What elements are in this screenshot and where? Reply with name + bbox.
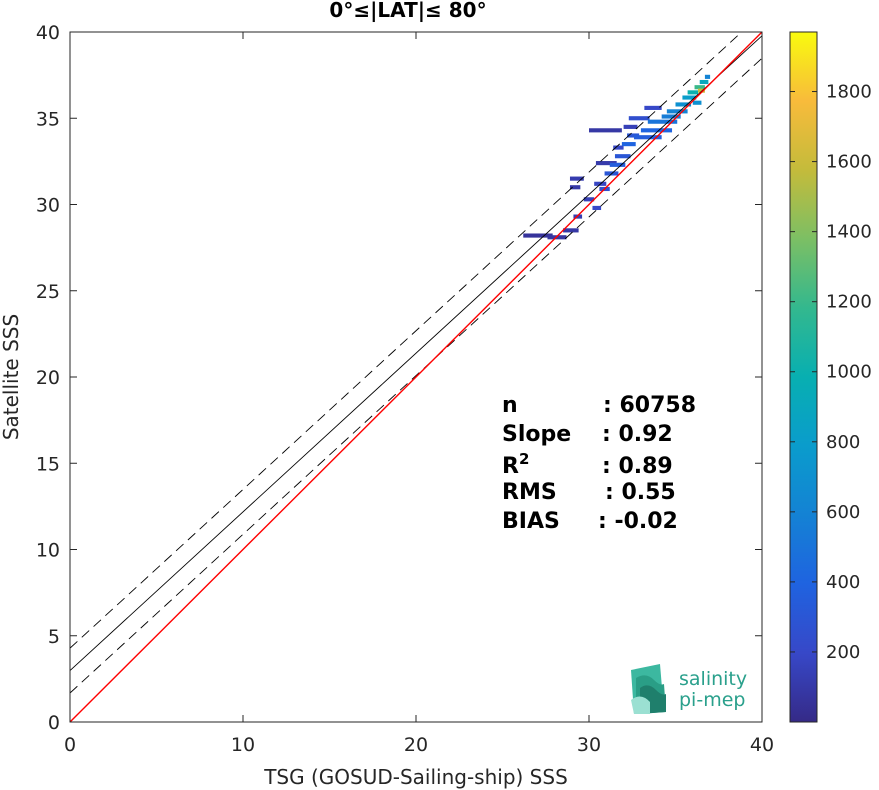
density-cell (583, 197, 595, 202)
identity-line (70, 32, 762, 722)
density-cell (704, 74, 711, 79)
y-tick-label: 0 (48, 712, 60, 734)
colorbar-tick-label: 200 (826, 642, 860, 663)
density-cell (692, 100, 702, 105)
y-tick-label: 30 (36, 195, 60, 217)
colorbar-ticks: 200 400 600 800 1000 1200 1400 1600 1800 (790, 82, 872, 663)
waves-logo-icon (631, 664, 666, 714)
density-cell (687, 90, 698, 95)
density-cell (569, 176, 584, 181)
x-tick-label: 0 (64, 734, 76, 756)
colorbar-tick-label: 1000 (826, 362, 872, 383)
density-cell (647, 119, 678, 124)
salinity-pi-mep-logo: salinity pi-mep (631, 664, 747, 714)
density-cell (694, 85, 705, 90)
stat-label: BIAS (502, 509, 560, 534)
density-cell (563, 228, 579, 233)
y-tick-label: 10 (36, 540, 60, 562)
density-cell (697, 88, 705, 93)
stat-value: : 0.55 (605, 480, 676, 505)
regression-line (70, 35, 762, 671)
density-cell (666, 109, 688, 114)
stat-value: : 0.89 (602, 454, 673, 479)
colorbar-tick-label: 800 (826, 432, 860, 453)
density-cell (613, 145, 624, 150)
stat-value: : 0.92 (602, 422, 673, 447)
lower-bound-line (70, 57, 762, 694)
y-tick-label: 40 (36, 22, 60, 44)
logo-line-2: pi-mep (679, 689, 745, 711)
stat-label: Slope (502, 422, 571, 447)
colorbar-tick-label: 1200 (826, 292, 872, 313)
density-cell (592, 205, 602, 211)
density-cell (699, 79, 709, 85)
colorbar-tick-label: 1600 (826, 152, 872, 173)
y-axis-label: Satellite SSS (0, 314, 23, 440)
chart-title: 0°≤|LAT|≤ 80° (329, 0, 486, 22)
density-cell (569, 185, 581, 190)
colorbar (789, 31, 818, 723)
colorbar-tick-label: 1800 (826, 82, 872, 103)
x-tick-label: 40 (750, 734, 774, 756)
density-cell (595, 161, 617, 166)
axis-tick-labels: 0 10 20 30 40 0 5 10 15 20 25 30 35 40 (36, 22, 774, 756)
density-cell (640, 128, 673, 133)
density-cell (523, 233, 553, 238)
density-cell (589, 128, 622, 133)
logo-line-1: salinity (679, 668, 747, 690)
density-cell (609, 162, 626, 167)
reference-lines (70, 32, 762, 722)
density-cell (661, 114, 681, 119)
y-tick-label: 5 (48, 626, 60, 648)
y-tick-label: 35 (36, 108, 60, 130)
y-tick-label: 25 (36, 281, 60, 303)
axis-ticks (69, 31, 763, 723)
density-cell (614, 154, 631, 159)
density-cell (633, 135, 662, 140)
upper-bound-line (70, 32, 743, 649)
density-cell (627, 133, 640, 138)
density-cell (623, 124, 638, 129)
x-tick-label: 10 (231, 734, 255, 756)
stat-value: : -0.02 (598, 509, 678, 534)
y-tick-label: 15 (36, 453, 60, 475)
density-cells (523, 74, 711, 240)
y-tick-label: 20 (36, 367, 60, 389)
density-cell (644, 105, 662, 110)
colorbar-tick-label: 400 (826, 572, 860, 593)
x-tick-label: 20 (404, 734, 428, 756)
stat-label: n (502, 393, 518, 418)
density-cell (621, 142, 636, 147)
stat-label: RMS (502, 480, 557, 505)
density-cell (675, 102, 692, 107)
colorbar-tick-label: 600 (826, 502, 860, 523)
stat-value: : 60758 (603, 393, 696, 418)
x-axis-label: TSG (GOSUD-Sailing-ship) SSS (263, 765, 568, 789)
density-cell (628, 116, 650, 121)
colorbar-tick-label: 1400 (826, 222, 872, 243)
density-cell (682, 95, 697, 100)
x-tick-label: 30 (577, 734, 601, 756)
